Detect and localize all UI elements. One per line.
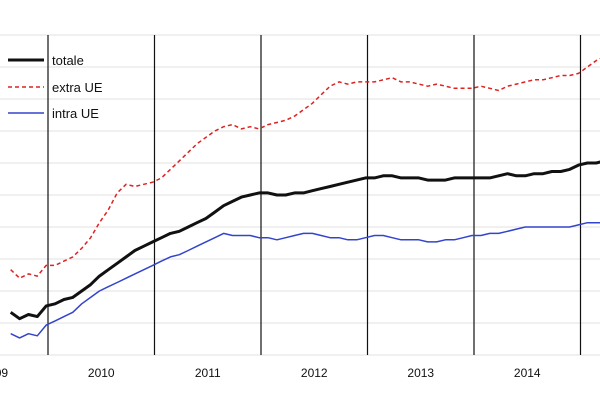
x-tick-label-2012: 2012 xyxy=(301,366,328,380)
series-line-totale xyxy=(9,160,600,321)
x-tick-label-2010: 2010 xyxy=(88,366,115,380)
series-line-extra-ue xyxy=(10,57,600,279)
legend: totale extra UE intra UE xyxy=(8,53,103,121)
year-dividers xyxy=(47,35,582,355)
x-tick-label-2009: 2009 xyxy=(0,366,8,380)
x-tick-label-2013: 2013 xyxy=(407,366,434,380)
legend-label-intra-ue: intra UE xyxy=(52,106,99,121)
legend-label-extra-ue: extra UE xyxy=(52,80,103,95)
series-lines xyxy=(9,57,600,339)
x-tick-label-2014: 2014 xyxy=(514,366,541,380)
series-line-intra-ue xyxy=(10,221,600,339)
x-tick-label-2011: 2011 xyxy=(195,366,221,380)
legend-label-totale: totale xyxy=(52,53,84,68)
x-tick-labels: 2009201020112012201320142015 xyxy=(0,366,541,380)
